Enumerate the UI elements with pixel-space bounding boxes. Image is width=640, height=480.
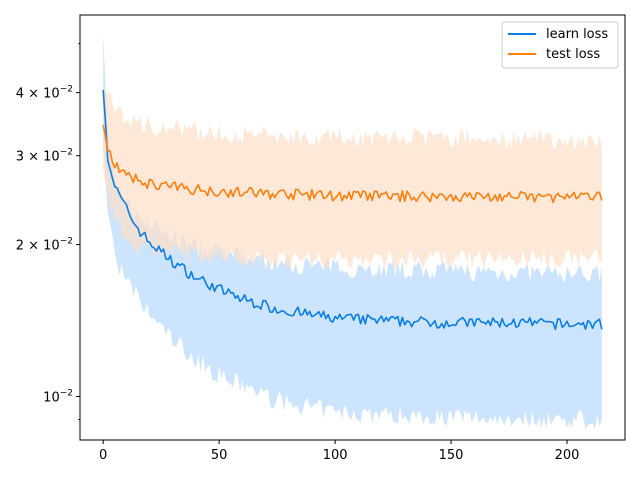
legend: learn loss test loss: [501, 21, 619, 69]
legend-label-test-loss: test loss: [546, 47, 600, 62]
uncertainty-bands: [103, 35, 602, 430]
legend-label-learn-loss: learn loss: [546, 27, 608, 42]
y-tick-label: 4 × 10−2: [16, 85, 73, 102]
band-test-loss: [103, 87, 602, 270]
y-axis: 10−2 2 × 10−2 3 × 10−2 4 × 10−2: [16, 43, 80, 420]
x-axis: 0 50 100 150 200: [99, 440, 579, 463]
y-tick-label: 3 × 10−2: [16, 148, 73, 165]
x-tick-label: 50: [211, 448, 228, 463]
x-tick-label: 0: [99, 448, 107, 463]
series-lines: [102, 89, 603, 331]
plot-frame: [79, 14, 626, 441]
band-learn-loss: [103, 35, 602, 430]
x-tick-label: 100: [323, 448, 348, 463]
x-tick-label: 200: [555, 448, 580, 463]
x-tick-label: 150: [439, 448, 464, 463]
line-test-loss: [102, 124, 603, 204]
y-tick-label: 10−2: [43, 389, 73, 406]
line-learn-loss: [102, 89, 603, 331]
y-tick-label: 2 × 10−2: [16, 237, 73, 254]
